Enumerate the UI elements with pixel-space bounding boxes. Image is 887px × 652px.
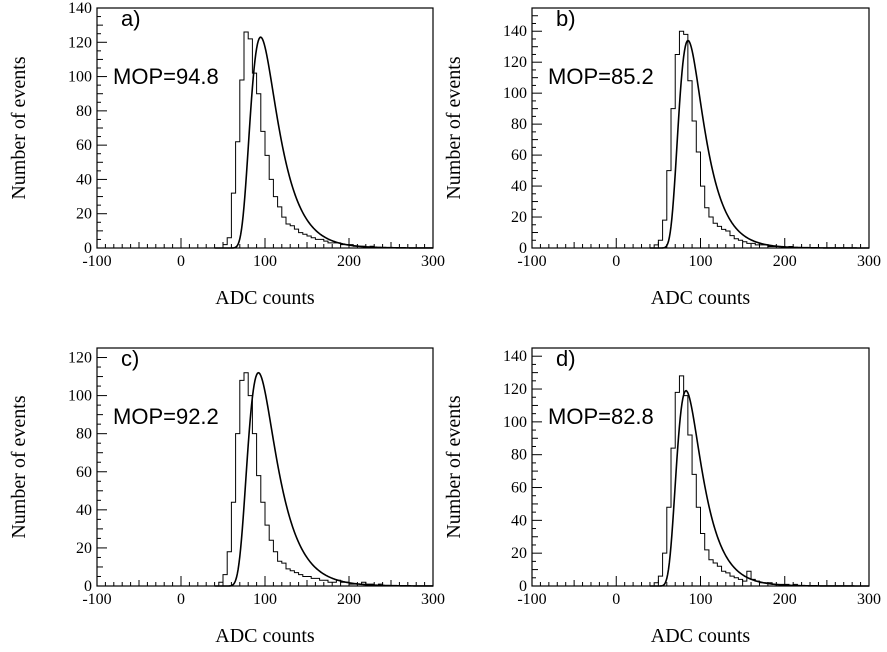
fit-curve [214,36,433,249]
y-tick-label: 60 [76,137,92,154]
panel-label: c) [121,346,139,371]
x-tick-label: 0 [177,253,185,270]
fit-curve [649,389,869,587]
y-tick-label: 80 [76,426,92,443]
x-tick-label: -100 [517,253,546,270]
plot-frame [96,347,434,587]
mop-annotation: MOP=82.8 [548,404,654,429]
x-tick-label: 0 [612,591,620,608]
x-tick-label: 0 [177,591,185,608]
x-tick-label: -100 [82,591,111,608]
x-tick-label: 200 [337,253,361,270]
x-axis-title: ADC counts [651,287,751,309]
y-tick-label: 20 [76,206,92,223]
y-tick-label: 40 [76,171,92,188]
y-axis-title: Number of events [8,56,30,200]
y-tick-label: 120 [68,350,92,367]
y-tick-label: 20 [76,540,92,557]
mop-annotation: MOP=94.8 [113,64,219,89]
y-tick-label: 60 [76,464,92,481]
y-tick-label: 40 [511,512,527,529]
x-tick-label: 200 [337,591,361,608]
y-tick-label: 80 [511,447,527,464]
panel-label: b) [556,6,576,31]
y-tick-label: 40 [511,178,527,195]
y-tick-label: 100 [68,69,92,86]
y-axis-title: Number of events [8,395,30,539]
y-tick-label: 0 [84,578,92,595]
y-tick-label: 20 [511,209,527,226]
y-tick-label: 80 [511,116,527,133]
y-tick-label: 140 [503,348,527,365]
x-tick-label: -100 [82,253,111,270]
y-tick-label: 80 [76,103,92,120]
x-tick-label: 100 [689,591,713,608]
x-tick-label: 300 [421,591,445,608]
y-tick-label: 140 [503,23,527,40]
x-tick-label: 300 [857,591,881,608]
x-tick-label: 200 [773,253,797,270]
plot-frame [531,7,870,249]
y-tick-label: 140 [68,0,92,17]
y-tick-label: 120 [503,54,527,71]
fit-curve [214,371,433,587]
plot-frame [531,347,870,587]
x-tick-label: 0 [612,253,620,270]
histogram-series [653,30,869,249]
histogram-series [653,375,869,587]
y-tick-label: 0 [519,240,527,257]
panel-label: a) [121,6,141,31]
y-tick-label: 60 [511,480,527,497]
y-tick-label: 120 [68,34,92,51]
x-tick-label: 300 [857,253,881,270]
y-tick-label: 100 [503,85,527,102]
x-axis-title: ADC counts [215,287,315,309]
x-tick-label: 200 [773,591,797,608]
y-tick-label: 120 [503,381,527,398]
x-axis-title: ADC counts [651,625,751,647]
y-tick-label: 0 [84,240,92,257]
y-tick-label: 0 [519,578,527,595]
x-axis-title: ADC counts [215,625,315,647]
mop-annotation: MOP=92.2 [113,404,219,429]
panel-label: d) [556,346,576,371]
x-tick-label: 100 [253,253,277,270]
y-tick-label: 20 [511,545,527,562]
y-tick-label: 100 [68,388,92,405]
x-tick-label: 300 [421,253,445,270]
x-tick-label: 100 [253,591,277,608]
histogram-series [218,372,433,587]
y-axis-title: Number of events [443,395,465,539]
y-tick-label: 100 [503,414,527,431]
x-tick-label: -100 [517,591,546,608]
y-tick-label: 60 [511,147,527,164]
mop-annotation: MOP=85.2 [548,64,654,89]
y-axis-title: Number of events [443,56,465,200]
fit-curve [649,39,869,249]
y-tick-label: 40 [76,502,92,519]
x-tick-label: 100 [689,253,713,270]
